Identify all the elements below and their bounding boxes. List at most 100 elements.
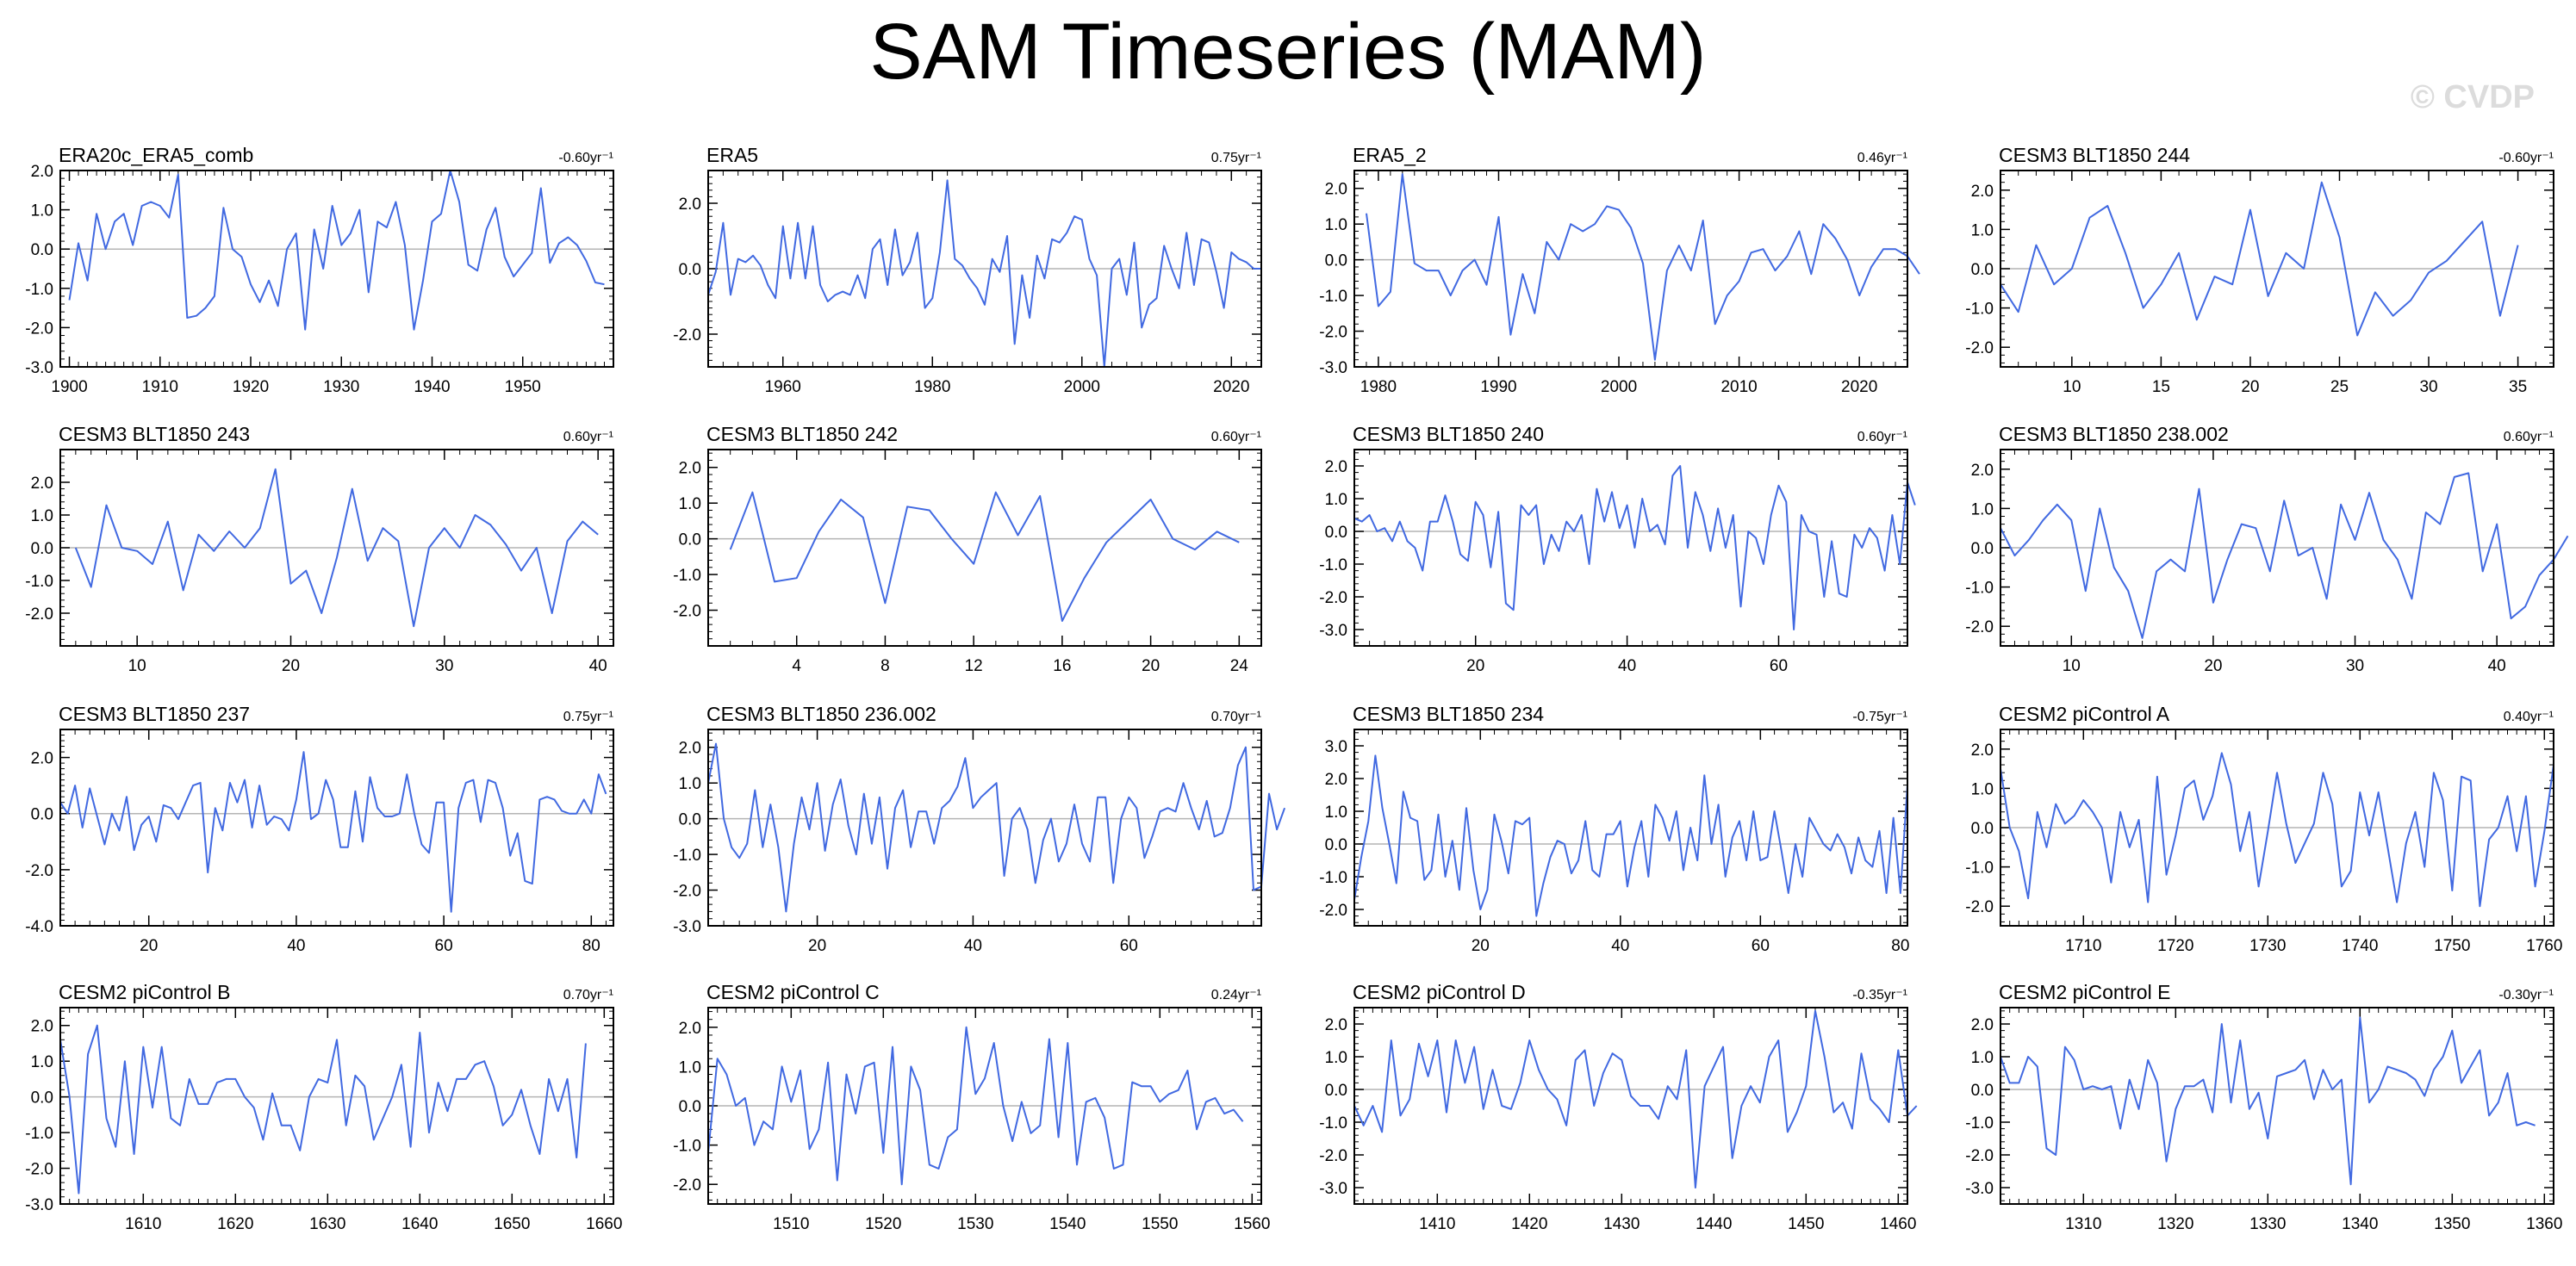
y-tick-label: -3.0 [1319,359,1347,377]
y-tick-label: 2.0 [31,163,53,181]
panel-9: 20 40 60 80 2.0 0.0 -2.0 -4.0 CESM3 BLT1850 237 0… [25,703,614,955]
watermark-label: © CVDP [2410,79,2535,115]
y-tick-label: -1.0 [673,567,701,585]
x-tick-label: 1980 [914,378,950,396]
plot-frame [707,729,1262,927]
panel-6: 4 8 12 16 20 24 2.0 1.0 0.0 -1.0 -2.0 CESM3 BLT1850… [673,423,1262,675]
y-tick-label: 1.0 [679,1058,701,1077]
y-tick-label: -2.0 [1319,324,1347,342]
y-tick-label: 2.0 [1971,183,1994,201]
panel-title: CESM2 piControl E [1999,981,2170,1003]
x-tick-label: 1640 [401,1215,438,1233]
y-tick-label: 1.0 [31,1053,53,1071]
panel-trend: 0.24yr⁻¹ [1211,988,1261,1002]
x-tick-label: 25 [2330,378,2349,396]
panel-trend: 0.46yr⁻¹ [1857,151,1907,165]
y-tick-label: 2.0 [1971,1016,1994,1034]
y-tick-label: 0.0 [679,811,701,829]
series-line [707,179,1261,368]
y-tick-label: -3.0 [673,918,701,936]
x-tick-label: 30 [435,657,453,675]
x-tick-label: 20 [140,937,158,955]
y-tick-label: -3.0 [25,1196,53,1214]
panel-13: 1610 1620 1630 1640 1650 1660 2.0 1.0 0.0 -1.0 -2.… [25,981,622,1233]
y-tick-label: -2.0 [1965,1147,1994,1165]
y-tick-label: -1.0 [673,1138,701,1156]
plot-frame [59,170,614,368]
x-tick-label: 12 [965,657,983,675]
y-tick-label: 0.0 [1971,261,1994,279]
plot-frame [59,1007,614,1205]
panel-title: ERA20c_ERA5_comb [59,144,253,166]
panel-4: 10 15 20 25 30 35 2.0 1.0 0.0 -1.0 -2.0 CESM3 BLT18… [1965,144,2554,396]
y-tick-label: 2.0 [1325,181,1347,199]
x-tick-label: 1330 [2249,1215,2286,1233]
x-tick-label: 1940 [414,378,450,396]
y-tick-label: -2.0 [1965,898,1994,916]
x-tick-label: 1440 [1696,1215,1732,1233]
x-tick-label: 8 [880,657,890,675]
series-line [1353,754,1908,917]
panel-trend: -0.75yr⁻¹ [1852,710,1907,724]
panel-trend: -0.35yr⁻¹ [1852,988,1907,1002]
panel-trend: 0.60yr⁻¹ [2504,430,2554,444]
x-tick-label: 2010 [1720,378,1757,396]
y-tick-label: 1.0 [31,202,53,220]
y-tick-label: 1.0 [679,495,701,513]
x-tick-label: 1750 [2434,937,2470,955]
panel-trend: 0.75yr⁻¹ [563,710,613,724]
x-tick-label: 1710 [2065,937,2101,955]
x-tick-label: 1430 [1603,1215,1640,1233]
series-line [1353,1009,1918,1188]
x-tick-label: 1730 [2249,937,2286,955]
x-tick-label: 1560 [1234,1215,1270,1233]
panel-trend: 0.60yr⁻¹ [563,430,613,444]
x-tick-label: 1360 [2526,1215,2562,1233]
y-tick-label: 0.0 [1971,1082,1994,1100]
x-tick-label: 40 [2488,657,2506,675]
x-tick-label: 35 [2509,378,2527,396]
x-tick-label: 30 [2419,378,2437,396]
chart-main-title: SAM Timeseries (MAM) [869,8,1707,96]
x-tick-label: 10 [2063,657,2081,675]
plot-frame [1353,1007,1908,1205]
panel-title: CESM2 piControl C [706,981,880,1003]
y-tick-label: -3.0 [25,359,53,377]
y-tick-label: 2.0 [1325,1016,1347,1034]
x-tick-label: 24 [1230,657,1249,675]
y-tick-label: -1.0 [1965,860,1994,878]
x-tick-label: 1420 [1511,1215,1547,1233]
x-tick-label: 20 [808,937,826,955]
y-tick-label: 1.0 [1971,500,1994,518]
panel-title: CESM2 piControl D [1353,981,1526,1003]
x-tick-label: 1900 [51,378,87,396]
y-tick-label: -1.0 [1965,580,1994,598]
x-tick-label: 1320 [2157,1215,2193,1233]
x-tick-label: 1550 [1142,1215,1178,1233]
y-tick-label: -1.0 [25,573,53,591]
plot-frame [2000,1007,2554,1205]
x-tick-label: 15 [2152,378,2170,396]
y-tick-label: 2.0 [31,475,53,493]
panel-3: 1980 1990 2000 2010 2020 2.0 1.0 0.0 -1.0 -2.0 -3.… [1319,144,1920,396]
plot-frame [59,729,614,927]
x-tick-label: 1450 [1788,1215,1824,1233]
y-tick-label: 0.0 [679,261,701,279]
y-tick-label: 1.0 [1971,1049,1994,1067]
x-tick-label: 40 [1618,657,1636,675]
y-tick-label: 0.0 [1325,836,1347,854]
y-tick-label: -1.0 [1319,556,1347,574]
x-tick-label: 2000 [1601,378,1637,396]
x-tick-label: 16 [1053,657,1071,675]
y-tick-label: 2.0 [679,195,701,214]
x-tick-label: 10 [128,657,146,675]
y-tick-label: -1.0 [25,281,53,299]
panel-title: CESM3 BLT1850 243 [59,423,250,445]
panel-trend: 0.60yr⁻¹ [1857,430,1907,444]
panel-trend: -0.30yr⁻¹ [2498,988,2554,1002]
y-tick-label: 1.0 [679,775,701,793]
panel-trend: -0.60yr⁻¹ [2498,151,2554,165]
series-line [59,751,607,913]
x-tick-label: 1740 [2342,937,2378,955]
panel-title: CESM3 BLT1850 240 [1353,423,1544,445]
